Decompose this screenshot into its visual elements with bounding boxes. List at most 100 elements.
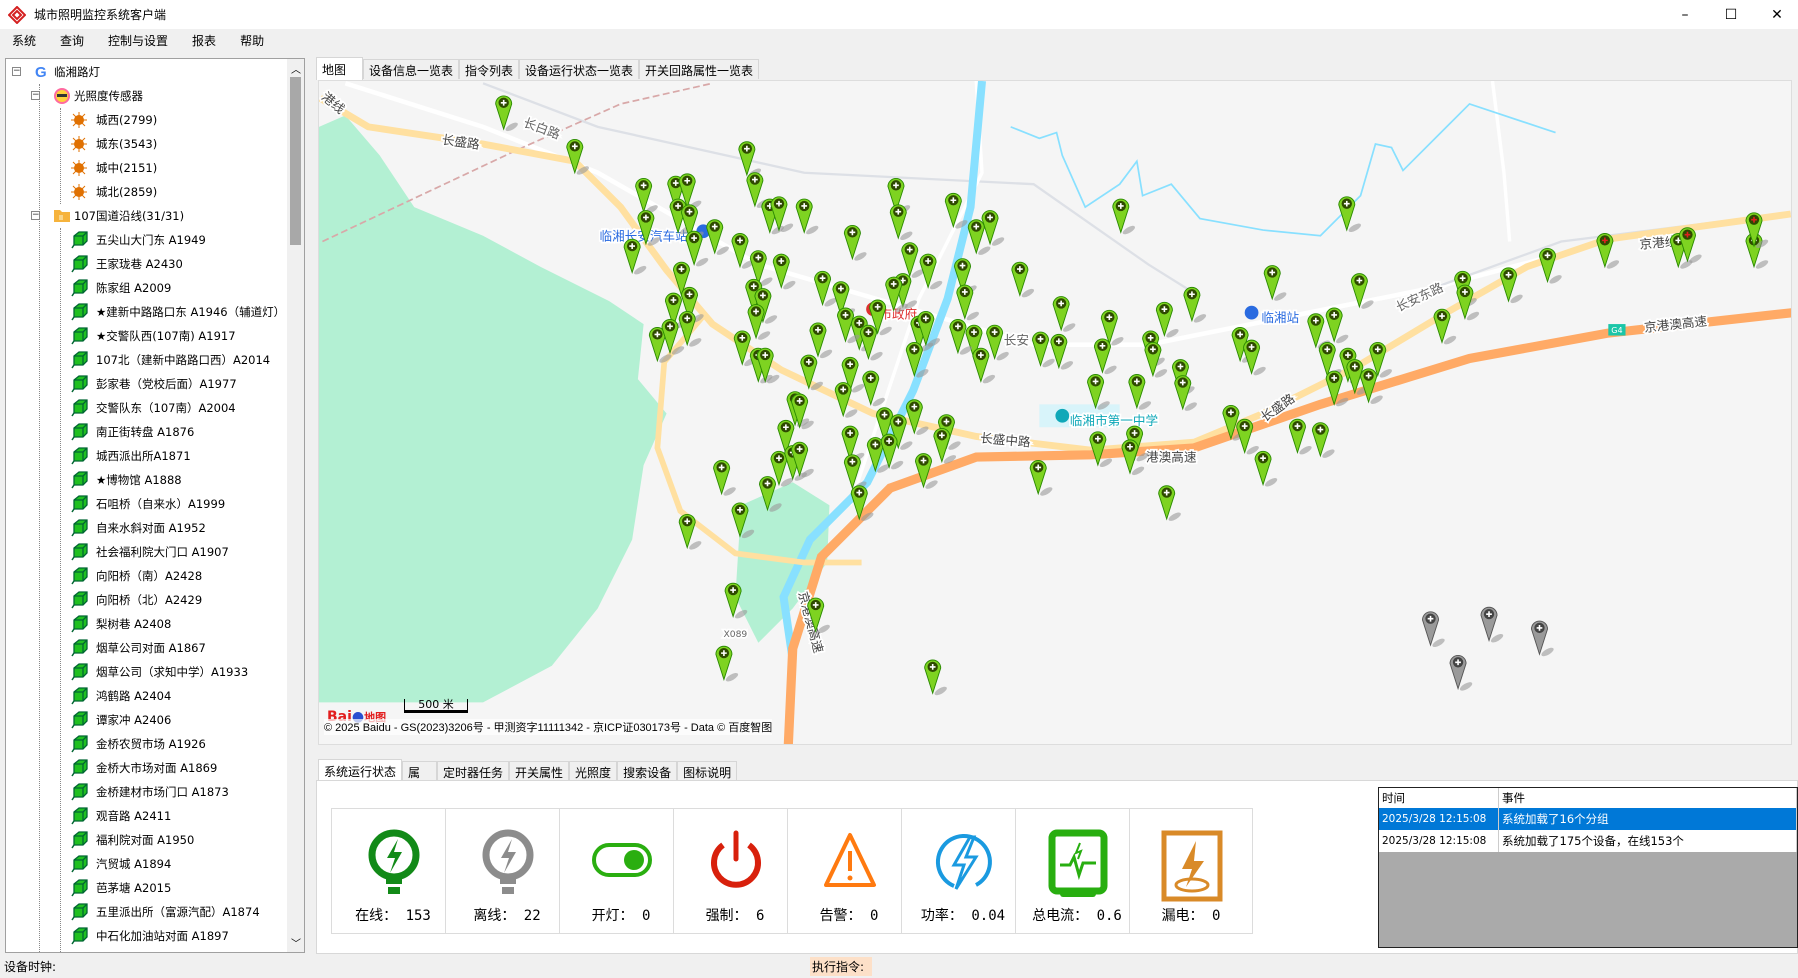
tab-switch-properties[interactable]: 开关属性 xyxy=(509,761,570,781)
tree-item[interactable]: 南正街转盘 A1876 xyxy=(6,420,288,444)
train-station-icon[interactable] xyxy=(1244,305,1259,320)
tree-scrollbar[interactable]: ︿ ﹀ xyxy=(287,59,304,952)
online-lamp-marker[interactable] xyxy=(706,219,730,257)
online-lamp-marker[interactable] xyxy=(747,304,771,342)
menu-control-settings[interactable]: 控制与设置 xyxy=(108,34,169,48)
tree-item[interactable]: 石咀桥（自来水）A1999 xyxy=(6,492,288,516)
tree-item[interactable]: 金桥大市场对面 A1869 xyxy=(6,756,288,780)
online-lamp-marker[interactable] xyxy=(1346,359,1370,397)
scroll-up-icon[interactable]: ︿ xyxy=(291,65,301,76)
menu-system[interactable]: 系统 xyxy=(12,34,37,48)
online-lamp-marker[interactable] xyxy=(905,342,929,379)
tree-item[interactable]: 城西派出所A1871 xyxy=(6,444,288,468)
online-lamp-marker[interactable] xyxy=(924,659,948,697)
tree-item[interactable]: 五里派出所（富源汽配）A1874 xyxy=(6,900,288,924)
online-lamp-marker[interactable] xyxy=(889,414,913,452)
event-row[interactable]: 2025/3/28 12:15:08 系统加载了16个分组 xyxy=(1379,808,1797,830)
minimize-button[interactable]: – xyxy=(1681,6,1689,23)
maximize-button[interactable]: ☐ xyxy=(1724,6,1738,23)
online-lamp-marker[interactable] xyxy=(1311,422,1335,460)
online-lamp-marker[interactable] xyxy=(1254,450,1278,488)
tab-system-status[interactable]: 系统运行状态 xyxy=(318,759,403,782)
tab-command-list[interactable]: 指令列表 xyxy=(459,59,520,79)
tree-item[interactable]: 向阳桥（南）A2428 xyxy=(6,564,288,588)
tree-group[interactable]: −107国道沿线(31/31) xyxy=(6,204,288,228)
tree-item[interactable]: 金桥建材市场门口 A1873 xyxy=(6,780,288,804)
offline-lamp-marker[interactable] xyxy=(1422,611,1445,649)
online-lamp-marker[interactable] xyxy=(1011,261,1035,299)
online-lamp-marker[interactable] xyxy=(800,354,824,392)
online-lamp-marker[interactable] xyxy=(1052,296,1076,334)
tree-item[interactable]: 芭茅塘 A2015 xyxy=(6,876,288,900)
menu-query[interactable]: 查询 xyxy=(60,34,85,48)
online-lamp-marker[interactable] xyxy=(915,453,938,491)
tab-device-info[interactable]: 设备信息一览表 xyxy=(363,59,460,79)
online-lamp-marker[interactable] xyxy=(566,139,590,176)
online-lamp-marker[interactable] xyxy=(949,319,973,356)
online-lamp-marker[interactable] xyxy=(944,192,968,230)
online-lamp-marker[interactable] xyxy=(1360,368,1384,406)
online-lamp-marker[interactable] xyxy=(841,356,865,394)
tree-item[interactable]: 城东(3543) xyxy=(6,132,288,156)
school-icon[interactable] xyxy=(1055,408,1070,423)
col-time[interactable]: 时间 xyxy=(1379,788,1499,808)
tree-item[interactable]: 彭家巷（党校后面）A1977 xyxy=(6,372,288,396)
online-lamp-marker[interactable] xyxy=(889,204,913,242)
online-lamp-marker[interactable] xyxy=(905,399,929,437)
tab-timer-tasks[interactable]: 定时器任务 xyxy=(437,761,510,781)
tree-item[interactable]: 谭家冲 A2406 xyxy=(6,708,288,732)
online-lamp-marker[interactable] xyxy=(837,307,860,345)
tab-map[interactable]: 地图 xyxy=(316,57,363,80)
tree-item[interactable]: 城中(2151) xyxy=(6,156,288,180)
online-lamp-marker[interactable] xyxy=(724,582,748,620)
tree-item[interactable]: 鸿鹤路 A2404 xyxy=(6,684,288,708)
online-lamp-marker[interactable] xyxy=(685,230,709,268)
online-lamp-marker[interactable] xyxy=(1128,374,1152,412)
alarm-lamp-marker[interactable] xyxy=(1596,233,1620,270)
tree-item[interactable]: 五尖山大门东 A1949 xyxy=(6,228,288,252)
tab-illuminance[interactable]: 光照度 xyxy=(569,761,618,781)
tree-item[interactable]: 烟草公司对面 A1867 xyxy=(6,636,288,660)
online-lamp-marker[interactable] xyxy=(1174,375,1198,413)
device-tree[interactable]: − G 临湘路灯 − 光照度传感器 城西(2799) 城东(3543) 城中(2151) 城北(… xyxy=(5,58,305,953)
close-button[interactable]: ✕ xyxy=(1771,6,1783,23)
online-lamp-marker[interactable] xyxy=(972,347,996,385)
tree-item[interactable]: 中石化加油站对面 A1897 xyxy=(6,924,288,948)
tree-item[interactable]: 福利院对面 A1950 xyxy=(6,828,288,852)
online-lamp-marker[interactable] xyxy=(809,322,833,360)
online-lamp-marker[interactable] xyxy=(1144,342,1168,379)
online-lamp-marker[interactable] xyxy=(623,238,647,276)
online-lamp-marker[interactable] xyxy=(866,437,890,475)
online-lamp-marker[interactable] xyxy=(1093,338,1117,376)
online-lamp-marker[interactable] xyxy=(956,284,980,322)
collapse-toggle[interactable]: − xyxy=(12,66,21,76)
online-lamp-marker[interactable] xyxy=(770,450,794,488)
online-lamp-marker[interactable] xyxy=(933,428,957,465)
online-lamp-marker[interactable] xyxy=(1121,439,1145,477)
online-lamp-marker[interactable] xyxy=(917,311,941,348)
online-lamp-marker[interactable] xyxy=(1500,267,1523,305)
online-lamp-marker[interactable] xyxy=(715,645,739,683)
online-lamp-marker[interactable] xyxy=(777,420,801,457)
tree-item[interactable]: ★博物馆 A1888 xyxy=(6,468,288,492)
tree-item[interactable]: ★交警队西(107南) A1917 xyxy=(6,324,288,348)
online-lamp-marker[interactable] xyxy=(901,242,925,280)
online-lamp-marker[interactable] xyxy=(843,225,867,262)
online-lamp-marker[interactable] xyxy=(967,219,991,257)
offline-lamp-marker[interactable] xyxy=(1531,620,1554,658)
online-lamp-marker[interactable] xyxy=(749,250,773,288)
online-lamp-marker[interactable] xyxy=(1539,248,1562,285)
online-lamp-marker[interactable] xyxy=(759,476,782,514)
online-lamp-marker[interactable] xyxy=(1158,485,1182,523)
online-lamp-marker[interactable] xyxy=(1100,309,1124,347)
online-lamp-marker[interactable] xyxy=(791,441,815,479)
online-lamp-marker[interactable] xyxy=(850,485,874,523)
tab-properties[interactable]: 属性 xyxy=(402,761,438,797)
online-lamp-marker[interactable] xyxy=(862,370,886,408)
online-lamp-marker[interactable] xyxy=(1050,334,1074,371)
online-lamp-marker[interactable] xyxy=(1087,374,1111,412)
online-lamp-marker[interactable] xyxy=(841,425,865,463)
menu-report[interactable]: 报表 xyxy=(192,34,217,48)
tree-item[interactable]: 金桥农贸市场 A1926 xyxy=(6,732,288,756)
online-lamp-marker[interactable] xyxy=(1236,418,1260,456)
